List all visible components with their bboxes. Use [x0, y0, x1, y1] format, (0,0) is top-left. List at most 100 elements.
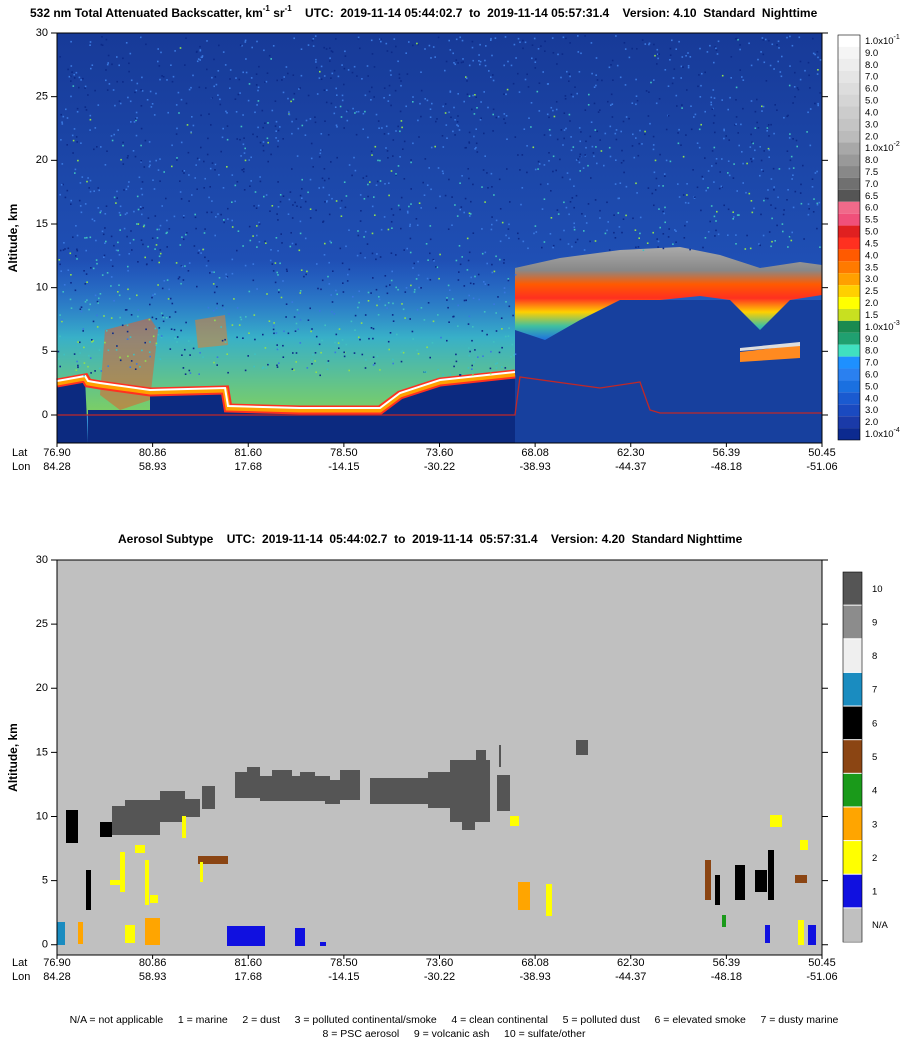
- speckle: [762, 53, 765, 56]
- speckle: [340, 215, 343, 217]
- speckle: [309, 178, 312, 181]
- speckle: [300, 269, 303, 271]
- block: [100, 822, 112, 837]
- x-tick-label: 81.60: [234, 957, 262, 969]
- speckle: [644, 43, 647, 45]
- speckle: [149, 355, 151, 358]
- speckle: [70, 65, 73, 67]
- speckle: [507, 279, 510, 282]
- speckle: [380, 40, 382, 43]
- speckle: [481, 228, 483, 230]
- speckle: [166, 231, 168, 234]
- speckle: [130, 121, 132, 123]
- speckle: [768, 149, 770, 151]
- speckle: [710, 103, 713, 106]
- title-text: sr: [270, 6, 285, 20]
- speckle: [457, 62, 459, 64]
- speckle: [277, 129, 280, 132]
- speckle: [375, 258, 377, 261]
- speckle: [125, 188, 128, 191]
- speckle: [540, 45, 542, 47]
- speckle: [119, 214, 122, 216]
- colorbar-label: 9: [872, 617, 877, 628]
- speckle: [370, 99, 372, 101]
- speckle: [66, 117, 69, 119]
- speckle: [106, 150, 108, 152]
- speckle: [455, 353, 457, 356]
- speckle: [220, 326, 222, 328]
- speckle: [471, 364, 473, 367]
- speckle: [266, 137, 269, 140]
- speckle: [69, 252, 72, 255]
- speckle: [484, 59, 486, 62]
- speckle: [207, 260, 210, 262]
- speckle: [526, 145, 528, 147]
- speckle: [77, 341, 79, 343]
- speckle: [484, 155, 486, 157]
- speckle: [158, 255, 161, 258]
- speckle: [452, 52, 454, 55]
- speckle: [614, 183, 617, 185]
- speckle: [552, 155, 555, 158]
- speckle: [135, 119, 137, 122]
- speckle: [328, 177, 330, 180]
- speckle: [446, 137, 448, 139]
- speckle: [262, 126, 264, 129]
- speckle: [214, 234, 216, 237]
- speckle: [579, 140, 581, 143]
- speckle: [419, 102, 421, 105]
- speckle: [291, 301, 294, 303]
- y-tick-label: 25: [36, 618, 48, 630]
- speckle: [288, 198, 291, 201]
- speckle: [105, 240, 107, 243]
- speckle: [194, 177, 196, 179]
- speckle: [568, 113, 571, 116]
- speckle: [415, 218, 418, 220]
- speckle: [583, 249, 586, 251]
- block: [476, 750, 486, 764]
- colorbar-label: 2.0: [865, 417, 878, 428]
- speckle: [587, 104, 590, 106]
- speckle: [105, 38, 108, 41]
- speckle: [400, 360, 403, 363]
- speckle: [76, 360, 78, 363]
- speckle: [107, 349, 110, 352]
- speckle: [110, 285, 112, 287]
- speckle: [166, 219, 168, 222]
- speckle: [181, 354, 183, 356]
- speckle: [593, 155, 595, 158]
- speckle: [656, 63, 658, 65]
- speckle: [412, 101, 414, 103]
- speckle: [179, 180, 181, 182]
- speck: [518, 882, 530, 910]
- speckle: [615, 159, 617, 161]
- speckle: [700, 123, 702, 126]
- speckle: [373, 66, 376, 68]
- speckle: [312, 38, 315, 40]
- speckle: [318, 187, 320, 189]
- speckle: [456, 124, 458, 126]
- speckle: [491, 216, 493, 218]
- speckle: [239, 44, 242, 46]
- speckle: [608, 249, 611, 251]
- speckle: [362, 112, 365, 115]
- speckle: [384, 304, 387, 307]
- speckle: [433, 260, 435, 262]
- speckle: [259, 180, 262, 183]
- speckle: [672, 77, 675, 79]
- speckle: [453, 365, 455, 368]
- speckle: [371, 205, 374, 208]
- speckle: [534, 61, 537, 63]
- speckle: [735, 243, 737, 245]
- speckle: [293, 316, 296, 318]
- speckle: [548, 129, 551, 131]
- speckle: [89, 357, 92, 359]
- speckle: [187, 151, 190, 154]
- speckle: [66, 189, 69, 192]
- speckle: [322, 220, 325, 223]
- speckle: [455, 59, 458, 61]
- speckle: [790, 155, 793, 158]
- speckle: [304, 134, 307, 136]
- colorbar-label: 5: [872, 752, 877, 763]
- speckle: [270, 249, 272, 251]
